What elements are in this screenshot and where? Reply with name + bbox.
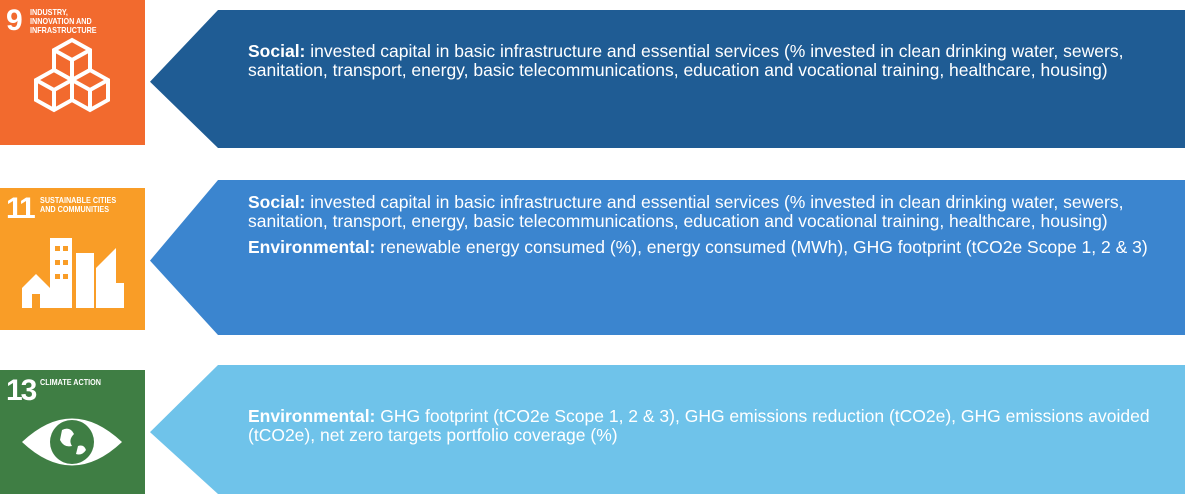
paragraph-text: invested capital in basic infrastructure… bbox=[248, 192, 1124, 231]
goal-icon bbox=[22, 238, 124, 308]
paragraph: Environmental: GHG footprint (tCO2e Scop… bbox=[248, 407, 1173, 445]
paragraph-label: Environmental: bbox=[248, 406, 376, 426]
icon-shape bbox=[55, 274, 60, 279]
goal-number: 13 bbox=[6, 374, 37, 407]
banner-text: Social: invested capital in basic infras… bbox=[248, 42, 1173, 87]
sdg-tile: 13 CLIMATE ACTION bbox=[0, 370, 145, 494]
icon-shape bbox=[60, 428, 86, 455]
goal-title: CLIMATE ACTION bbox=[40, 377, 102, 387]
paragraph-text: renewable energy consumed (%), energy co… bbox=[380, 237, 1148, 257]
icon-shape bbox=[32, 294, 40, 308]
icon-shape bbox=[76, 253, 94, 308]
banner bbox=[150, 180, 1185, 335]
paragraph-text: invested capital in basic infrastructure… bbox=[248, 41, 1124, 80]
banner bbox=[150, 10, 1185, 148]
goal-number: 11 bbox=[6, 192, 36, 225]
banner bbox=[150, 365, 1185, 494]
goal-title: SUSTAINABLE CITIES AND COMMUNITIES bbox=[40, 195, 117, 214]
banner-text: Environmental: GHG footprint (tCO2e Scop… bbox=[248, 407, 1173, 452]
icon-shape bbox=[34, 67, 74, 113]
goal-icon bbox=[22, 418, 122, 466]
icon-shape bbox=[63, 260, 68, 265]
banner-arrow bbox=[150, 365, 1185, 494]
banner-arrow bbox=[150, 10, 1185, 148]
icon-shape bbox=[50, 238, 72, 308]
goal-icon bbox=[34, 37, 110, 113]
icon-shape bbox=[70, 67, 110, 113]
paragraph: Social: invested capital in basic infras… bbox=[248, 42, 1173, 80]
paragraph-label: Social: bbox=[248, 192, 306, 212]
icon-shape bbox=[34, 37, 110, 113]
icon-shape bbox=[55, 260, 60, 265]
paragraph-label: Environmental: bbox=[248, 237, 376, 257]
banner-text: Social: invested capital in basic infras… bbox=[248, 193, 1173, 264]
paragraph: Environmental: renewable energy consumed… bbox=[248, 238, 1173, 257]
icon-shape bbox=[50, 420, 94, 464]
icon-shape bbox=[22, 274, 50, 308]
icon-shape bbox=[100, 283, 124, 308]
icon-shape bbox=[22, 238, 124, 308]
goal-number: 9 bbox=[6, 4, 23, 37]
icon-shape bbox=[63, 274, 68, 279]
icon-shape bbox=[32, 246, 68, 308]
paragraph-text: GHG footprint (tCO2e Scope 1, 2 & 3), GH… bbox=[248, 406, 1150, 445]
sdg-tile: 11 SUSTAINABLE CITIES AND COMMUNITIES bbox=[0, 188, 145, 330]
banner-arrow bbox=[150, 180, 1185, 335]
icon-shape bbox=[63, 246, 68, 251]
paragraph-label: Social: bbox=[248, 41, 306, 61]
icon-shape bbox=[55, 246, 60, 251]
goal-title: INDUSTRY, INNOVATION AND INFRASTRUCTURE bbox=[30, 7, 97, 35]
paragraph: Social: invested capital in basic infras… bbox=[248, 193, 1173, 231]
sdg-tile: 9 INDUSTRY, INNOVATION AND INFRASTRUCTURE bbox=[0, 0, 145, 145]
